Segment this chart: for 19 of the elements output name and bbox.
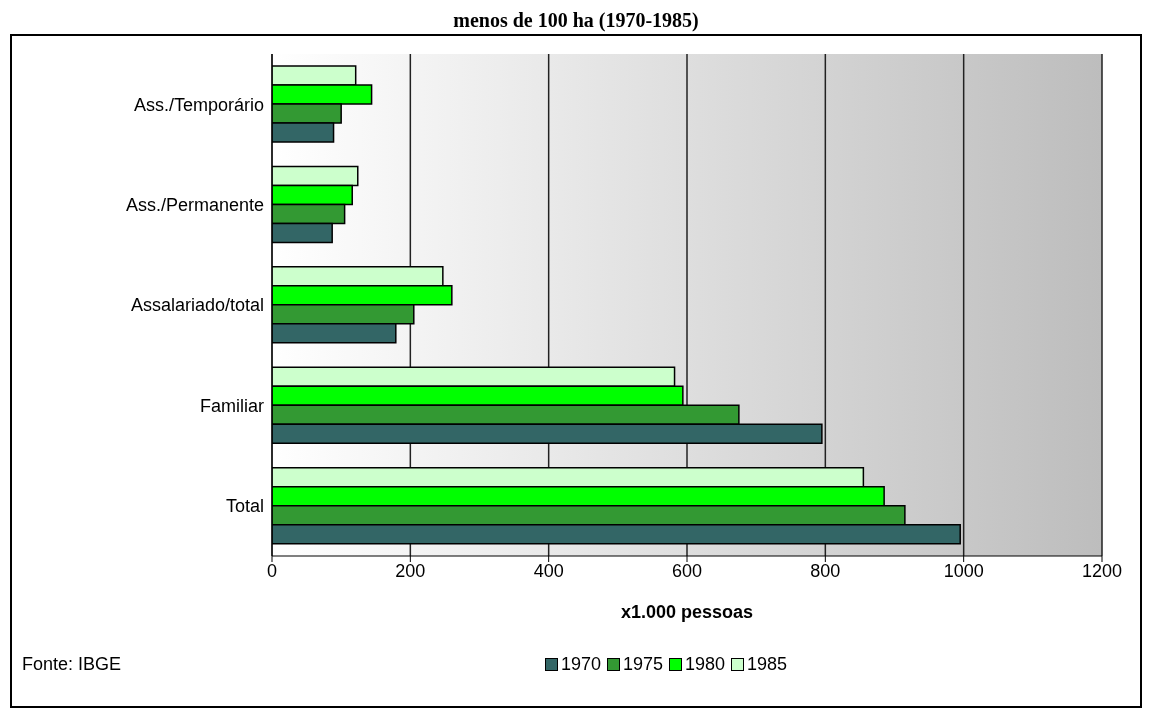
- x-tick-label: 1000: [943, 560, 984, 581]
- legend-label: 1980: [684, 654, 726, 675]
- y-tick-label: Ass./Permanente: [125, 194, 264, 215]
- x-axis-title: x1.000 pessoas: [620, 602, 754, 622]
- y-tick-label: Total: [225, 496, 264, 517]
- x-tick-label: 200: [395, 560, 426, 581]
- x-tick-label: 400: [533, 560, 564, 581]
- y-tick-label: Ass./Temporário: [133, 94, 264, 115]
- x-tick-label: 600: [671, 560, 703, 581]
- legend-label: 1975: [621, 654, 663, 675]
- legend-label: 1970: [559, 654, 601, 675]
- legend-label: 1985: [746, 654, 788, 675]
- y-tick-label: Familiar: [199, 395, 264, 416]
- source-note: Fonte: IBGE: [22, 654, 122, 675]
- x-tick-label: 800: [810, 560, 841, 581]
- chart-title: menos de 100 ha (1970-1985): [452, 8, 700, 32]
- x-tick-label: 1200: [1081, 560, 1123, 581]
- x-tick-label: 0: [266, 560, 278, 581]
- y-tick-label: Assalariado/total: [130, 295, 264, 316]
